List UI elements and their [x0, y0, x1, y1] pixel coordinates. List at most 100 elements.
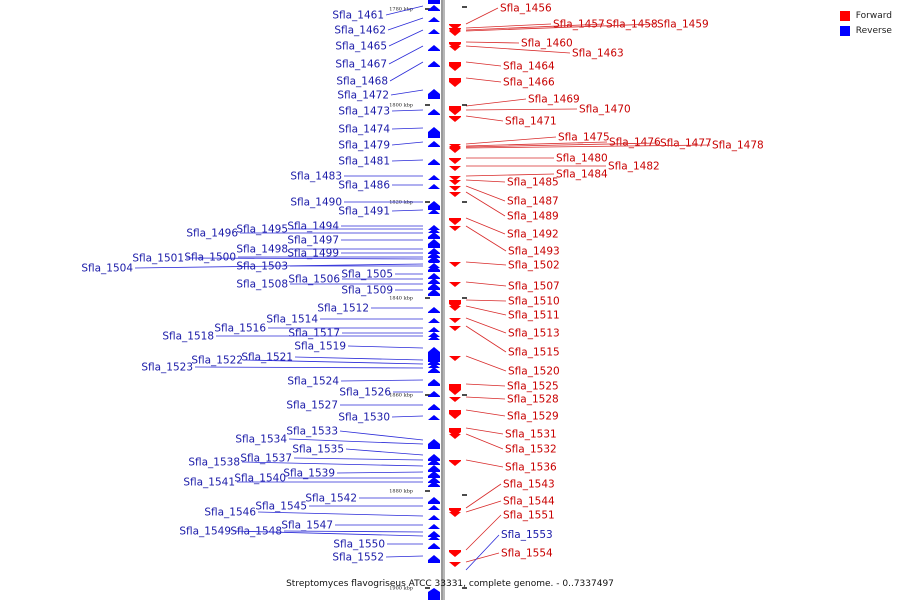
forward-gene-leader: [465, 7, 499, 25]
forward-gene-feature: [449, 262, 461, 267]
forward-gene-label: Sfla_1510: [508, 296, 560, 308]
reverse-gene-label: Sfla_1486: [338, 180, 390, 192]
forward-gene-leader: [465, 115, 504, 122]
forward-gene-leader: [465, 552, 500, 563]
reverse-gene-feature: [428, 363, 440, 368]
reverse-gene-label: Sfla_1537: [240, 453, 292, 465]
forward-gene-leader: [465, 141, 608, 147]
reverse-gene-feature: [428, 391, 440, 397]
reverse-gene-feature: [428, 45, 440, 51]
reverse-gene-leader: [185, 257, 424, 260]
reverse-gene-feature: [428, 141, 440, 147]
reverse-gene-label: Sfla_1473: [338, 106, 390, 118]
reverse-gene-feature: [428, 0, 440, 4]
forward-gene-label: Sfla_1551: [503, 510, 555, 522]
reverse-gene-leader: [391, 109, 424, 112]
reverse-gene-label: Sfla_1546: [204, 507, 256, 519]
reverse-gene-label: Sfla_1549: [179, 526, 231, 538]
reverse-gene-leader: [257, 511, 424, 517]
scale-tick-label: 1840 kbp: [389, 296, 413, 302]
reverse-gene-leader: [388, 29, 424, 47]
forward-gene-label: Sfla_1520: [508, 366, 560, 378]
reverse-gene-leader: [244, 359, 424, 365]
forward-gene-label: Sfla_1460: [521, 38, 573, 50]
forward-gene-leader: [465, 23, 552, 29]
reverse-gene-feature: [428, 497, 440, 504]
reverse-gene-leader: [336, 471, 424, 474]
reverse-gene-label: Sfla_1534: [235, 434, 287, 446]
reverse-gene-label: Sfla_1553: [501, 529, 553, 541]
forward-gene-feature: [449, 512, 461, 517]
forward-gene-leader: [465, 61, 502, 67]
reverse-gene-leader: [294, 356, 424, 361]
reverse-gene-label: Sfla_1483: [290, 171, 342, 183]
forward-gene-label: Sfla_1507: [508, 281, 560, 293]
forward-gene-feature: [449, 186, 461, 191]
forward-gene-leader: [465, 142, 659, 148]
forward-gene-label: Sfla_1471: [505, 116, 557, 128]
reverse-gene-leader: [339, 430, 424, 441]
scale-tick-label: 1900 kbp: [389, 586, 413, 592]
reverse-gene-label: Sfla_1547: [281, 520, 333, 532]
forward-gene-feature: [449, 148, 461, 153]
forward-gene-leader: [465, 483, 502, 509]
forward-gene-leader: [465, 355, 507, 372]
forward-gene-label: Sfla_1487: [507, 196, 559, 208]
reverse-gene-feature: [428, 443, 440, 449]
forward-gene-leader: [465, 433, 504, 450]
forward-gene-label: Sfla_1513: [508, 328, 560, 340]
forward-gene-label: Sfla_1475: [558, 132, 610, 144]
reverse-gene-feature: [428, 307, 440, 313]
reverse-gene-leader: [391, 159, 424, 162]
forward-gene-label: Sfla_1484: [556, 169, 608, 181]
reverse-gene-feature: [428, 505, 440, 510]
reverse-gene-feature: [428, 283, 440, 290]
reverse-gene-leader: [391, 209, 424, 212]
forward-gene-label: Sfla_1476: [609, 137, 661, 149]
reverse-gene-leader: [288, 438, 424, 445]
forward-gene-label: Sfla_1456: [500, 3, 552, 15]
reverse-gene-leader: [387, 17, 424, 31]
forward-gene-leader: [465, 144, 711, 149]
forward-gene-leader: [465, 409, 506, 417]
reverse-gene-label: Sfla_1461: [332, 10, 384, 22]
reverse-gene-leader: [232, 530, 424, 537]
reverse-gene-feature: [428, 415, 440, 420]
forward-gene-label: Sfla_1536: [505, 462, 557, 474]
reverse-gene-label: Sfla_1533: [286, 426, 338, 438]
reverse-gene-feature: [428, 471, 440, 478]
reverse-gene-label: Sfla_1523: [141, 362, 193, 374]
reverse-gene-label: Sfla_1490: [290, 197, 342, 209]
reverse-gene-leader: [134, 263, 424, 269]
reverse-gene-feature: [428, 201, 440, 210]
reverse-gene-leader: [390, 89, 424, 96]
forward-gene-feature: [449, 176, 461, 181]
forward-gene-feature: [449, 306, 461, 311]
forward-gene-leader: [465, 136, 557, 145]
reverse-gene-feature: [428, 588, 440, 600]
reverse-gene-label: Sfla_1467: [335, 59, 387, 71]
reverse-gene-leader: [345, 448, 424, 456]
forward-gene-feature: [449, 31, 461, 36]
reverse-gene-feature: [428, 209, 440, 214]
reverse-gene-label: Sfla_1499: [287, 248, 339, 260]
reverse-gene-feature: [428, 265, 440, 272]
forward-gene-label: Sfla_1482: [608, 161, 660, 173]
forward-gene-label: Sfla_1525: [507, 381, 559, 393]
reverse-gene-leader: [385, 5, 424, 16]
forward-gene-feature: [449, 42, 461, 49]
reverse-gene-label: Sfla_1462: [334, 25, 386, 37]
scale-tick-label: 1820 kbp: [389, 200, 413, 206]
reverse-gene-label: Sfla_1542: [305, 493, 357, 505]
forward-gene-leader: [465, 325, 507, 353]
reverse-gene-feature: [428, 248, 440, 254]
reverse-gene-feature: [428, 273, 440, 279]
reverse-gene-feature: [428, 332, 440, 337]
reverse-gene-label: Sfla_1514: [266, 314, 318, 326]
reverse-gene-feature: [428, 61, 440, 67]
reverse-gene-label: Sfla_1521: [241, 352, 293, 364]
reverse-gene-label: Sfla_1503: [236, 261, 288, 273]
reverse-gene-feature: [428, 335, 440, 340]
